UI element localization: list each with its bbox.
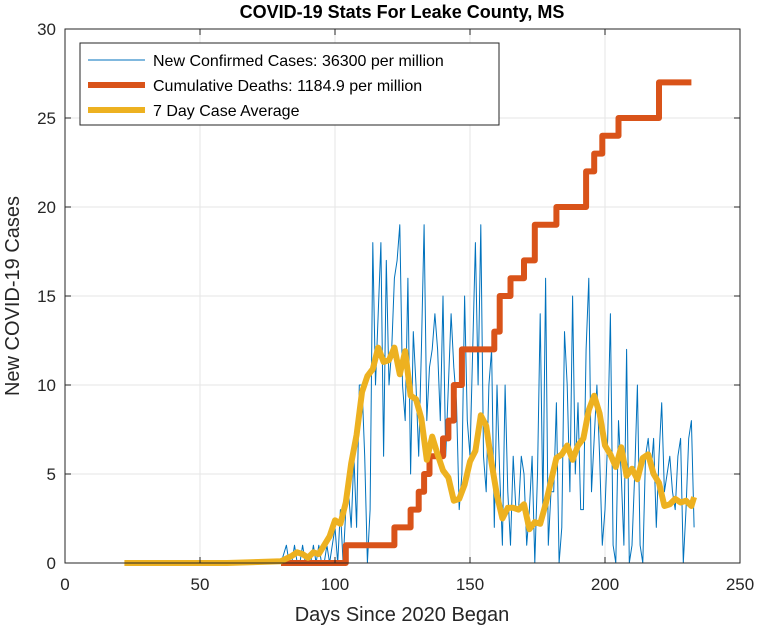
y-axis-label: New COVID-19 Cases xyxy=(2,196,24,396)
y-tick-label: 10 xyxy=(37,376,56,395)
tick-layer: 0 50 100 150 200 250 0 5 10 15 20 25 30 xyxy=(37,20,754,594)
x-tick-label: 100 xyxy=(321,575,349,594)
x-tick-label: 0 xyxy=(60,575,69,594)
x-tick-label: 250 xyxy=(726,575,754,594)
legend: New Confirmed Cases: 36300 per million C… xyxy=(79,42,500,126)
x-axis-label: Days Since 2020 Began xyxy=(295,604,510,626)
y-tick-label: 30 xyxy=(37,20,56,39)
series-cumulative-deaths-line xyxy=(281,79,692,566)
y-tick-label: 0 xyxy=(47,554,56,573)
series-7-day-average-line xyxy=(124,344,697,566)
legend-label-7-day-average: 7 Day Case Average xyxy=(153,103,300,120)
y-tick-label: 15 xyxy=(37,287,56,306)
series-layer xyxy=(124,79,697,566)
x-tick-label: 150 xyxy=(456,575,484,594)
legend-label-cumulative-deaths: Cumulative Deaths: 1184.9 per million xyxy=(153,78,422,95)
legend-label-new-cases: New Confirmed Cases: 36300 per million xyxy=(153,53,444,70)
legend-box xyxy=(79,42,500,126)
x-tick-label: 200 xyxy=(591,575,619,594)
series-new-cases-line xyxy=(124,224,695,564)
y-tick-label: 5 xyxy=(47,465,56,484)
x-tick-label: 50 xyxy=(191,575,210,594)
y-tick-label: 20 xyxy=(37,198,56,217)
y-tick-label: 25 xyxy=(37,109,56,128)
chart-title: COVID-19 Stats For Leake County, MS xyxy=(240,2,565,22)
